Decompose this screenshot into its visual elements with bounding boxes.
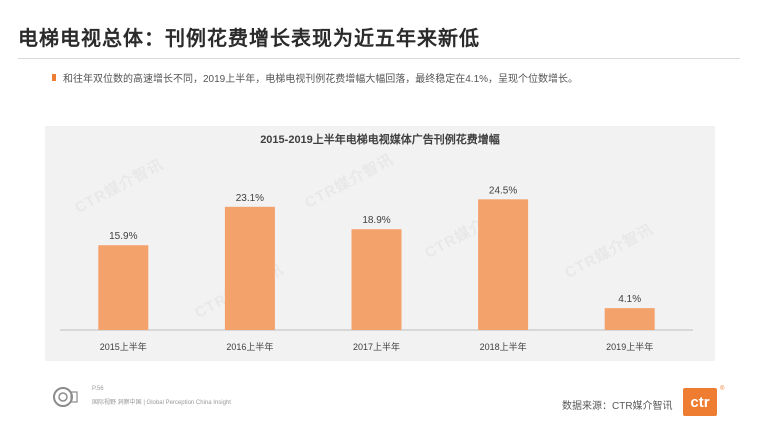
bar bbox=[604, 308, 655, 330]
registered-mark: ® bbox=[720, 386, 725, 392]
bar bbox=[224, 206, 275, 330]
chart-title: 2015-2019上半年电梯电视媒体广告刊例花费增幅 bbox=[260, 134, 500, 146]
data-label: 24.5% bbox=[489, 185, 517, 196]
data-label: 4.1% bbox=[618, 294, 641, 305]
bar bbox=[98, 245, 149, 330]
data-label: 18.9% bbox=[362, 215, 390, 226]
seal-logo-icon bbox=[52, 383, 80, 411]
x-tick-label: 2019上半年 bbox=[606, 341, 653, 352]
x-tick-label: 2016上半年 bbox=[226, 341, 273, 352]
title-divider bbox=[18, 58, 740, 59]
bullet-text: 和往年双位数的高速增长不同，2019上半年，电梯电视刊例花费增幅大幅回落，最终稳… bbox=[63, 74, 579, 85]
bullet-point: 和往年双位数的高速增长不同，2019上半年，电梯电视刊例花费增幅大幅回落，最终稳… bbox=[52, 70, 578, 85]
ctr-logo: ctr bbox=[683, 388, 717, 416]
footer-tagline: 国际视野 洞察中国 | Global Perception China Insi… bbox=[92, 400, 231, 406]
bullet-marker-icon bbox=[52, 74, 56, 81]
x-tick-label: 2018上半年 bbox=[480, 341, 527, 352]
bar bbox=[351, 229, 402, 330]
bar bbox=[478, 199, 529, 330]
x-tick-label: 2015上半年 bbox=[100, 341, 147, 352]
data-label: 23.1% bbox=[236, 193, 264, 204]
slide-title: 电梯电视总体：刊例花费增长表现为近五年来新低 bbox=[18, 28, 480, 50]
data-source: 数据来源：CTR媒介智讯 bbox=[562, 401, 673, 412]
x-tick-label: 2017上半年 bbox=[353, 341, 400, 352]
page-number: P.56 bbox=[92, 386, 104, 392]
data-label: 15.9% bbox=[109, 231, 137, 242]
